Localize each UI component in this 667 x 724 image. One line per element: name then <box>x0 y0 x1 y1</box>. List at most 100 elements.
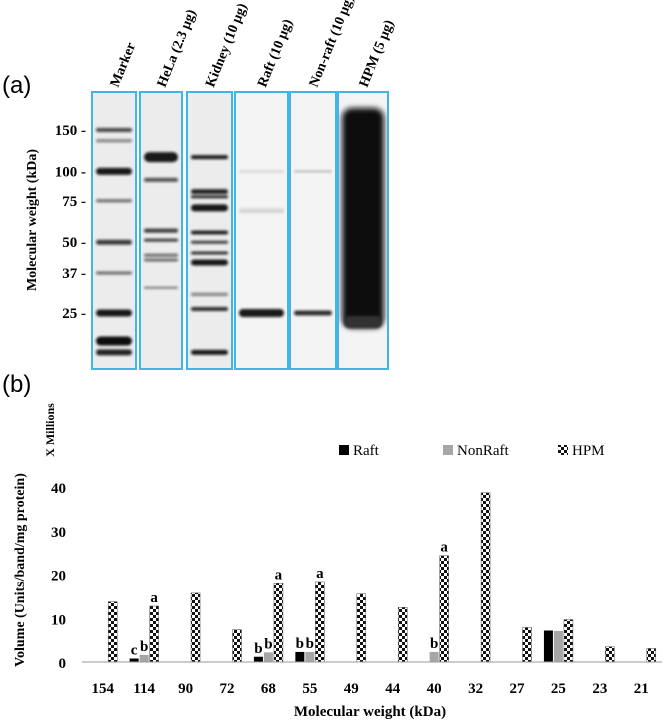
lane-background <box>290 92 336 369</box>
lane-label: Raft (10 µg) <box>255 17 296 90</box>
band <box>96 336 132 346</box>
panel-a-letter: (a) <box>2 72 31 99</box>
lane-frame <box>337 91 389 370</box>
bar <box>129 658 139 662</box>
band <box>144 253 178 257</box>
lane-label: Marker <box>108 41 139 90</box>
bars <box>107 492 657 663</box>
bar <box>139 655 149 662</box>
legend-swatch <box>558 445 568 455</box>
marker-label: 25 - <box>62 306 86 322</box>
marker-label: 150 - <box>55 123 86 139</box>
band <box>239 309 284 317</box>
bar <box>397 607 408 663</box>
lane-background <box>92 92 136 369</box>
marker-label: 37 - <box>62 266 86 282</box>
band <box>239 170 284 173</box>
bar <box>439 555 449 663</box>
band <box>144 258 178 262</box>
band <box>96 139 132 143</box>
band <box>191 204 228 212</box>
marker-label: 100 - <box>55 164 86 180</box>
band <box>144 177 178 182</box>
band <box>191 292 228 296</box>
legend-item: HPM <box>558 443 605 459</box>
bar <box>107 601 118 663</box>
band <box>96 349 132 356</box>
x-tick-label: 40 <box>427 681 442 697</box>
legend-label: HPM <box>572 443 605 459</box>
legend-label: NonRaft <box>457 443 509 459</box>
bar <box>305 651 315 662</box>
molecular-weight-markers: 150 - 100 - 75 - 50 - 37 - 25 - <box>55 123 86 322</box>
x-tick-label: 44 <box>385 681 401 697</box>
band <box>144 238 178 242</box>
x-tick-label: 154 <box>91 681 114 697</box>
band <box>144 228 178 233</box>
band <box>96 128 132 132</box>
x-tick-label: 32 <box>468 681 483 697</box>
bar <box>356 593 367 663</box>
lane-smear <box>342 108 384 328</box>
x-tick-label: 25 <box>551 681 566 697</box>
blot-lane <box>139 91 183 370</box>
band <box>191 195 228 199</box>
band <box>96 271 132 275</box>
y-tick-label: 10 <box>51 612 66 628</box>
band <box>191 349 228 355</box>
panel-b-letter: (b) <box>2 371 31 398</box>
blot-lane <box>91 91 137 370</box>
chart-x-axis-label: Molecular weight (kDa) <box>294 704 446 720</box>
x-tick-label: 114 <box>133 681 155 697</box>
blot-lanes <box>91 91 389 370</box>
band <box>96 239 132 245</box>
lane-label: HeLa (2.3 µg) <box>155 7 200 89</box>
y-tick-label: 40 <box>51 481 66 497</box>
multiplier-label: X Millions <box>43 403 57 457</box>
blot-y-axis-label: Molecular weight (kDa) <box>25 149 40 291</box>
bar <box>605 646 615 663</box>
bar <box>149 605 159 663</box>
band <box>191 240 228 244</box>
legend-item: Raft <box>339 443 380 459</box>
lane-frame <box>234 91 289 370</box>
bar <box>232 629 242 663</box>
blot-lane <box>337 91 389 370</box>
x-tick-label: 68 <box>261 681 276 697</box>
band <box>191 230 228 235</box>
bar <box>429 651 439 662</box>
annotation-label: b <box>140 639 148 655</box>
blot-lane <box>234 91 289 370</box>
band <box>96 167 132 175</box>
annotation-label: b <box>306 636 314 652</box>
chart-y-axis-label: Volume (Units/band/mg protein) <box>13 473 28 667</box>
x-tick-label: 90 <box>178 681 193 697</box>
band <box>239 208 284 214</box>
lane-labels: Marker HeLa (2.3 µg) Kidney (10 µg) Raft (1… <box>108 0 398 89</box>
y-axis-ticks: 0 10 20 30 40 <box>51 481 66 672</box>
band <box>96 309 132 317</box>
y-tick-label: 0 <box>59 656 67 672</box>
bar <box>543 630 553 662</box>
band <box>191 189 228 195</box>
annotation-label: b <box>264 636 272 652</box>
x-axis-ticks: 154 114 90 72 68 55 49 44 40 32 27 25 23 21 <box>91 681 648 697</box>
legend-item: NonRaft <box>443 443 509 459</box>
annotation-label: a <box>275 567 283 583</box>
lane-frame <box>186 91 233 370</box>
x-tick-label: 49 <box>344 681 359 697</box>
bar <box>315 581 325 663</box>
x-tick-label: 55 <box>302 681 317 697</box>
x-tick-label: 72 <box>220 681 235 697</box>
lane-label: Non-raft (10 µg) <box>307 0 358 89</box>
band <box>144 286 178 289</box>
band <box>96 199 132 203</box>
lane-label: HPM (5 µg) <box>357 18 398 90</box>
bar <box>295 651 305 662</box>
bar <box>253 656 263 662</box>
annotation-label: a <box>150 590 158 606</box>
y-tick-label: 30 <box>51 525 66 541</box>
marker-label: 50 - <box>62 235 86 251</box>
